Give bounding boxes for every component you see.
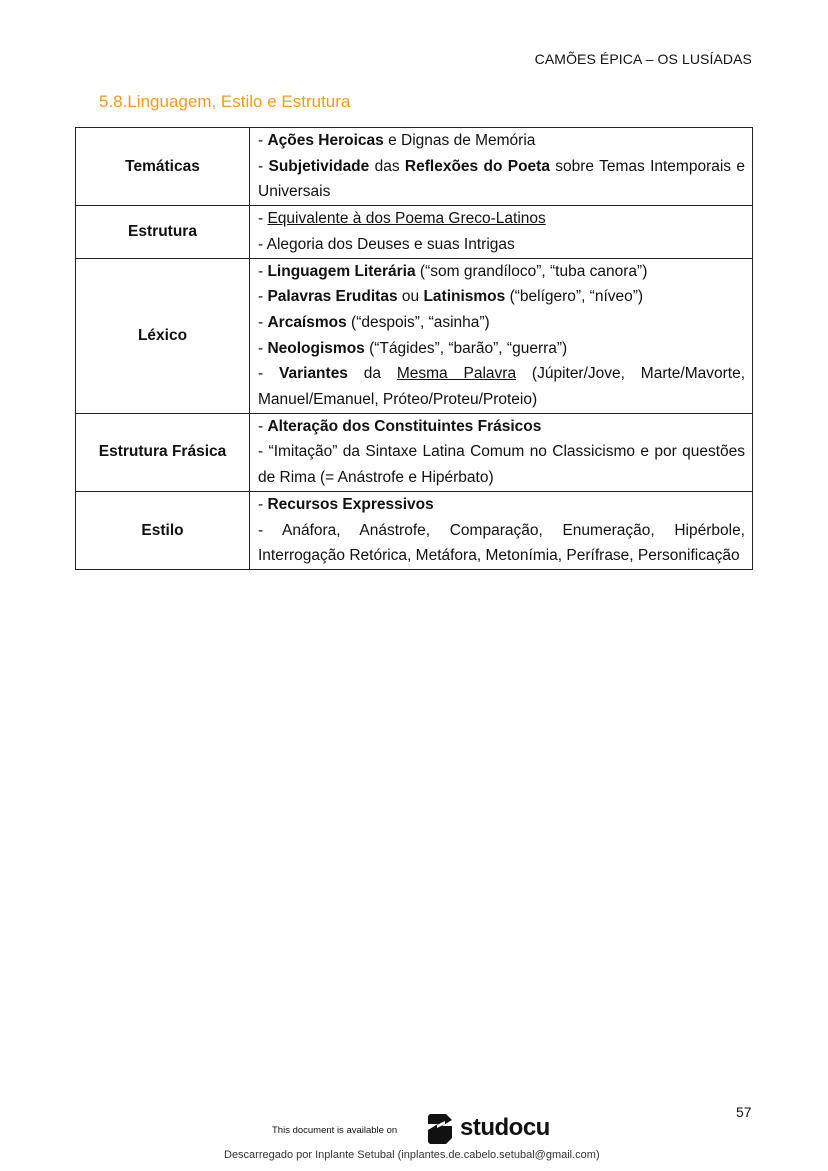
- row-label: Léxico: [75, 257, 250, 414]
- text-segment: -: [258, 288, 268, 306]
- list-item: - Palavras Eruditas ou Latinismos (“belí…: [258, 284, 745, 310]
- text-segment: - Anáfora, Anástrofe, Comparação, Enumer…: [258, 521, 745, 565]
- list-item: - Recursos Expressivos: [258, 492, 745, 518]
- studocu-logo-icon: [428, 1114, 452, 1144]
- text-segment: (“som grandíloco”, “tuba canora”): [415, 262, 648, 280]
- text-segment: das: [369, 157, 405, 175]
- text-segment: (“Tágides”, “barão”, “guerra”): [364, 339, 568, 357]
- text-segment: da: [347, 365, 397, 383]
- summary-table: Temáticas - Ações Heroicas e Dignas de Me…: [75, 126, 753, 570]
- text-segment: ou: [397, 288, 424, 306]
- bold-term: Ações Heroicas: [267, 132, 384, 149]
- studocu-brand: studocu: [460, 1114, 550, 1141]
- bold-term: Latinismos: [423, 288, 506, 306]
- bold-term: Alteração dos Constituintes Frásicos: [267, 417, 542, 435]
- list-item: - Ações Heroicas e Dignas de Memória: [258, 128, 745, 154]
- row-content: - Recursos Expressivos - Anáfora, Anástro…: [249, 490, 753, 570]
- row-label: Temáticas: [75, 126, 250, 207]
- running-header: CAMÕES ÉPICA – OS LUSÍADAS: [534, 51, 752, 67]
- text-segment: -: [258, 157, 269, 175]
- page-number: 57: [736, 1104, 752, 1120]
- text-segment: -: [258, 313, 268, 331]
- list-item: - Subjetividade das Reflexões do Poeta s…: [258, 154, 745, 205]
- table-row: Estilo - Recursos Expressivos - Anáfora, A…: [75, 490, 753, 570]
- list-item: - Linguagem Literária (“som grandíloco”,…: [258, 259, 745, 285]
- list-item: - Variantes da Mesma Palavra (Júpiter/Jo…: [258, 361, 745, 412]
- text-segment: -: [258, 210, 268, 228]
- text-segment: -: [258, 495, 268, 513]
- row-content: - Alteração dos Constituintes Frásicos - …: [249, 412, 753, 492]
- text-segment: -: [258, 262, 268, 280]
- list-item: - “Imitação” da Sintaxe Latina Comum no …: [258, 439, 745, 490]
- bold-term: Linguagem Literária: [267, 262, 416, 280]
- text-segment: - “Imitação” da Sintaxe Latina Comum no …: [258, 443, 745, 487]
- text-segment: -: [258, 339, 268, 357]
- table-row: Estrutura Frásica - Alteração dos Constit…: [75, 412, 753, 492]
- text-segment: (Júpiter/Jove, Marte/Mavorte, Manuel/Ema…: [258, 365, 746, 409]
- table-row: Estrutura - Equivalente à dos Poema Greco…: [75, 205, 753, 259]
- table-row: Léxico - Linguagem Literária (“som grandí…: [75, 257, 753, 414]
- row-content: - Equivalente à dos Poema Greco-Latinos -…: [249, 205, 753, 259]
- text-segment: (“belígero”, “níveo”): [505, 288, 644, 306]
- table-row: Temáticas - Ações Heroicas e Dignas de Me…: [75, 126, 753, 207]
- bold-term: Palavras Eruditas: [267, 288, 398, 306]
- text-segment: e Dignas de Memória: [383, 132, 536, 149]
- row-content: - Linguagem Literária (“som grandíloco”,…: [249, 257, 753, 414]
- bold-term: Subjetividade: [268, 157, 370, 175]
- row-content: - Ações Heroicas e Dignas de Memória - Su…: [249, 126, 753, 207]
- text-segment: (“despois”, “asinha”): [346, 313, 490, 331]
- downloaded-by-text: Descarregado por Inplante Setubal (inpla…: [224, 1149, 600, 1161]
- bold-term: Recursos Expressivos: [267, 495, 434, 513]
- text-segment: -: [258, 365, 279, 383]
- row-label: Estrutura Frásica: [75, 412, 250, 492]
- text-segment: sobre Temas Intemporais e Universais: [258, 157, 745, 201]
- bold-term: Neologismos: [267, 339, 365, 357]
- list-item: - Alteração dos Constituintes Frásicos: [258, 414, 745, 440]
- row-label: Estilo: [75, 490, 250, 570]
- available-on-text: This document is available on: [272, 1125, 398, 1136]
- section-title: 5.8.Linguagem, Estilo e Estrutura: [99, 92, 351, 111]
- underlined-text: Mesma Palavra: [396, 365, 517, 383]
- text-segment: -: [258, 417, 268, 435]
- bold-term: Variantes: [279, 365, 348, 383]
- text-segment: - Alegoria dos Deuses e suas Intrigas: [258, 235, 515, 253]
- row-label: Estrutura: [75, 205, 250, 259]
- list-item: - Alegoria dos Deuses e suas Intrigas: [258, 232, 745, 258]
- underlined-text: Equivalente à dos Poema Greco-Latinos: [267, 210, 546, 228]
- list-item: - Arcaísmos (“despois”, “asinha”): [258, 310, 745, 336]
- studocu-logo[interactable]: studocu: [426, 1112, 550, 1144]
- list-item: - Neologismos (“Tágides”, “barão”, “guer…: [258, 336, 745, 362]
- text-segment: -: [258, 132, 268, 149]
- bold-term: Arcaísmos: [267, 313, 347, 331]
- list-item: - Anáfora, Anástrofe, Comparação, Enumer…: [258, 518, 745, 569]
- list-item: - Equivalente à dos Poema Greco-Latinos: [258, 206, 745, 232]
- bold-term: Reflexões do Poeta: [404, 157, 550, 175]
